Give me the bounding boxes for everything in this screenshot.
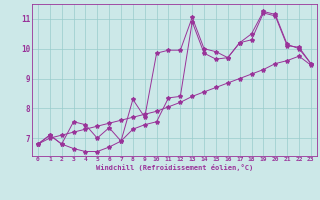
X-axis label: Windchill (Refroidissement éolien,°C): Windchill (Refroidissement éolien,°C) bbox=[96, 164, 253, 171]
